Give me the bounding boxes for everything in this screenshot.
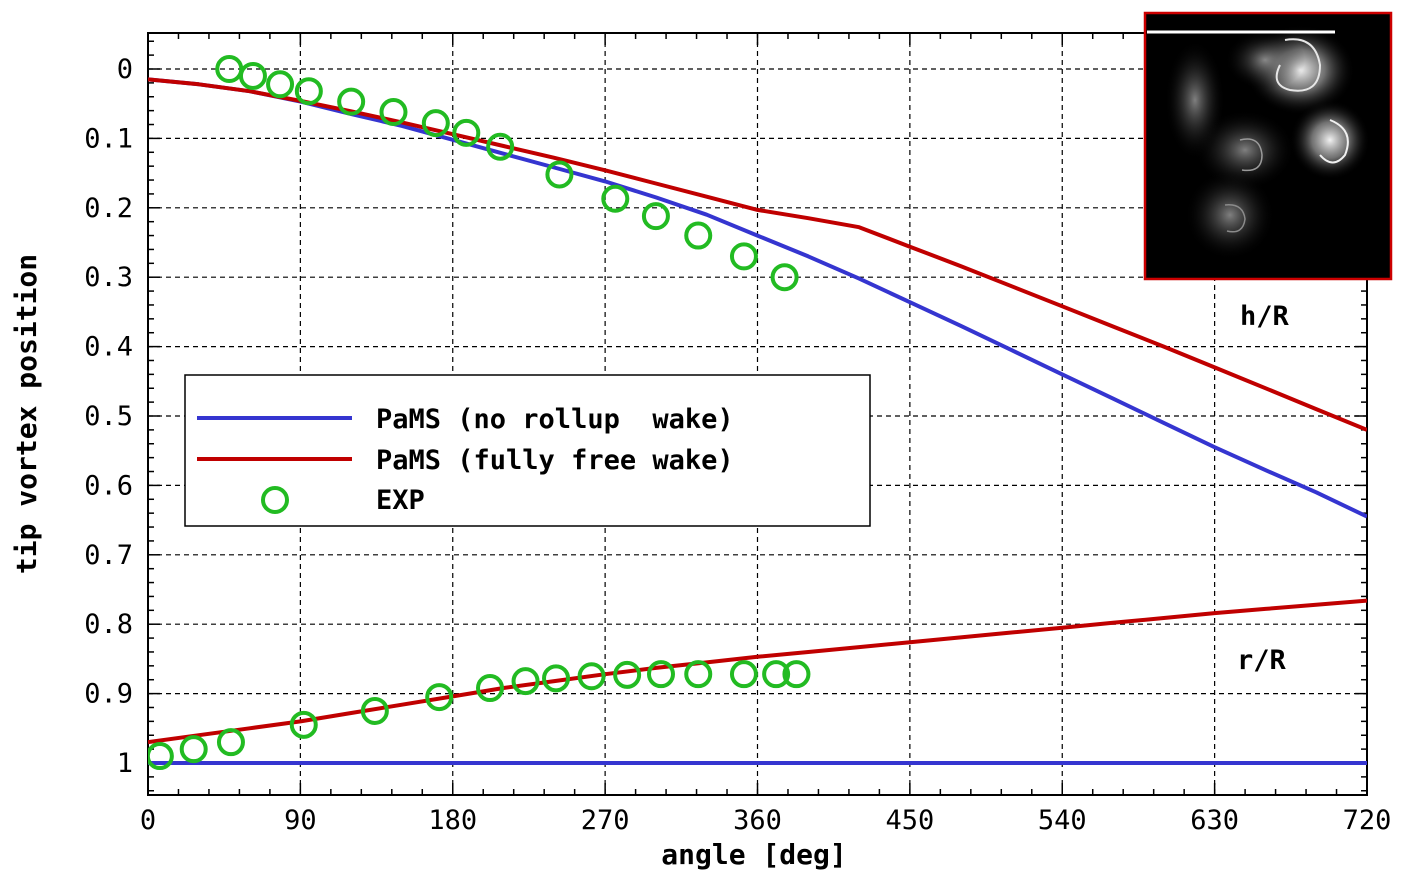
legend-label-free-wake: PaMS (fully free wake) — [376, 445, 734, 476]
exp-marker-10 — [601, 184, 630, 213]
x-tick-label-450: 450 — [885, 805, 934, 836]
exp-marker-27 — [684, 660, 713, 689]
y-tick-label-0: 0 — [117, 54, 133, 85]
annotation-h-over-r: h/R — [1240, 301, 1290, 332]
y-axis-label: tip vortex position — [10, 254, 43, 574]
exp-marker-2 — [266, 70, 295, 99]
x-tick-label-720: 720 — [1343, 805, 1392, 836]
exp-marker-23 — [542, 664, 571, 693]
exp-marker-1 — [238, 61, 267, 90]
exp-marker-21 — [475, 674, 504, 703]
legend-label-exp: EXP — [376, 485, 425, 516]
x-tick-label-90: 90 — [284, 805, 317, 836]
legend-marker-exp — [261, 486, 289, 514]
legend-box — [184, 374, 871, 527]
y-tick-label-0.1: 0.1 — [84, 123, 133, 154]
y-tick-label-0.8: 0.8 — [84, 609, 133, 640]
exp-marker-20 — [425, 683, 454, 712]
y-tick-label-0.5: 0.5 — [84, 401, 133, 432]
exp-marker-3 — [294, 77, 323, 106]
exp-marker-11 — [641, 202, 670, 231]
x-tick-label-540: 540 — [1038, 805, 1087, 836]
exp-marker-26 — [646, 660, 675, 689]
y-tick-label-0.2: 0.2 — [84, 193, 133, 224]
x-tick-label-0: 0 — [140, 805, 156, 836]
series-1-line-0 — [148, 77, 1367, 432]
exp-marker-8 — [486, 132, 515, 161]
series-1-line-1 — [148, 598, 1367, 745]
y-tick-label-1: 1 — [117, 748, 133, 779]
vortex-flow-photo-icon — [1143, 11, 1393, 281]
y-tick-label-0.9: 0.9 — [84, 679, 133, 710]
x-tick-label-180: 180 — [428, 805, 477, 836]
y-tick-label-0.3: 0.3 — [84, 262, 133, 293]
exp-marker-13 — [729, 242, 758, 271]
x-tick-label-360: 360 — [733, 805, 782, 836]
exp-marker-6 — [421, 109, 450, 138]
y-tick-label-0.4: 0.4 — [84, 332, 133, 363]
x-tick-label-630: 630 — [1190, 805, 1239, 836]
exp-marker-28 — [729, 660, 758, 689]
exp-marker-7 — [452, 118, 481, 147]
exp-marker-24 — [577, 662, 606, 691]
x-tick-label-270: 270 — [581, 805, 630, 836]
exp-marker-25 — [613, 660, 642, 689]
y-tick-label-0.7: 0.7 — [84, 540, 133, 571]
annotation-r-over-r: r/R — [1237, 645, 1287, 676]
exp-marker-22 — [511, 667, 540, 696]
exp-marker-30 — [782, 660, 811, 689]
series-layer — [148, 55, 1367, 771]
legend: PaMS (no rollup wake) PaMS (fully free w… — [184, 374, 871, 527]
exp-marker-12 — [684, 221, 713, 250]
exp-marker-5 — [379, 98, 408, 127]
exp-marker-14 — [770, 263, 799, 292]
exp-marker-29 — [762, 660, 791, 689]
y-tick-label-0.6: 0.6 — [84, 470, 133, 501]
legend-label-no-rollup: PaMS (no rollup wake) — [376, 404, 734, 435]
exp-marker-18 — [289, 710, 318, 739]
exp-marker-15 — [148, 742, 174, 771]
y-tick-labels: 0 0.1 0.2 0.3 0.4 0.5 0.6 0.7 0.8 0.9 1 — [84, 54, 133, 779]
exp-marker-19 — [360, 696, 389, 725]
x-tick-labels: 0 90 180 270 360 450 540 630 720 — [140, 805, 1392, 836]
x-axis-label: angle [deg] — [661, 838, 846, 871]
exp-marker-16 — [179, 735, 208, 764]
exp-marker-9 — [545, 160, 574, 189]
exp-marker-4 — [337, 87, 366, 116]
exp-marker-17 — [216, 728, 245, 757]
